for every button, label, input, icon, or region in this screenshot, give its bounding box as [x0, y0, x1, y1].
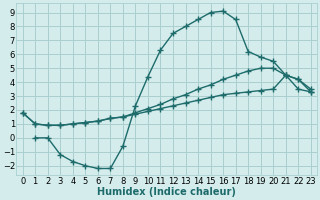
X-axis label: Humidex (Indice chaleur): Humidex (Indice chaleur) [97, 187, 236, 197]
